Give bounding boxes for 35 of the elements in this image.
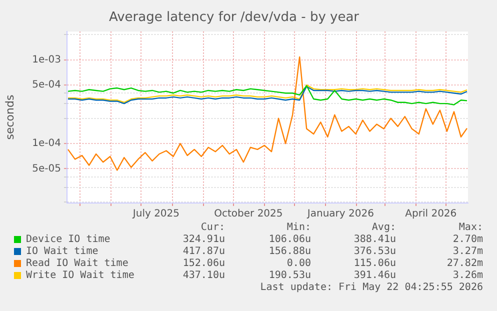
text: 437.10u bbox=[182, 270, 225, 282]
text: 190.53u bbox=[268, 270, 311, 282]
text: Min: bbox=[286, 222, 311, 234]
text: 106.06u bbox=[268, 234, 311, 246]
text: 156.88u bbox=[268, 246, 311, 258]
text: 3.27m bbox=[452, 246, 483, 258]
x-tick-label: January 2026 bbox=[306, 208, 374, 220]
text: Avg: bbox=[372, 222, 396, 234]
y-axis-title: seconds bbox=[3, 94, 16, 140]
legend-label: Device IO time bbox=[26, 234, 110, 246]
text: Cur: bbox=[200, 222, 225, 234]
legend-label: IO Wait time bbox=[26, 246, 98, 258]
x-tick-label: October 2025 bbox=[214, 208, 283, 220]
x-tick-label: July 2025 bbox=[132, 208, 180, 220]
legend-label: Read IO Wait time bbox=[26, 258, 128, 270]
text: 2.70m bbox=[452, 234, 483, 246]
y-tick-label: 5e-04 bbox=[32, 80, 61, 91]
text: 27.82m bbox=[446, 258, 483, 270]
y-tick-label: 1e-04 bbox=[32, 138, 61, 150]
text: 391.46u bbox=[354, 270, 396, 282]
text: 324.91u bbox=[182, 234, 225, 246]
legend-label: Write IO Wait time bbox=[26, 270, 134, 282]
text: Last update: Fri May 22 04:25:55 2026 bbox=[260, 282, 483, 294]
y-tick-label: 1e-03 bbox=[32, 54, 61, 66]
text: 0.00 bbox=[286, 258, 311, 270]
text: 376.53u bbox=[354, 246, 396, 258]
text: Max: bbox=[458, 222, 483, 234]
text: 388.41u bbox=[354, 234, 396, 246]
text: 417.87u bbox=[182, 246, 225, 258]
x-tick-label: April 2026 bbox=[405, 208, 457, 220]
y-tick-label: 5e-05 bbox=[32, 163, 61, 174]
text: 115.06u bbox=[354, 258, 396, 270]
chart-title: Average latency for /dev/vda - by year bbox=[108, 10, 360, 26]
text: 152.06u bbox=[182, 258, 225, 270]
text: 3.26m bbox=[452, 270, 483, 282]
